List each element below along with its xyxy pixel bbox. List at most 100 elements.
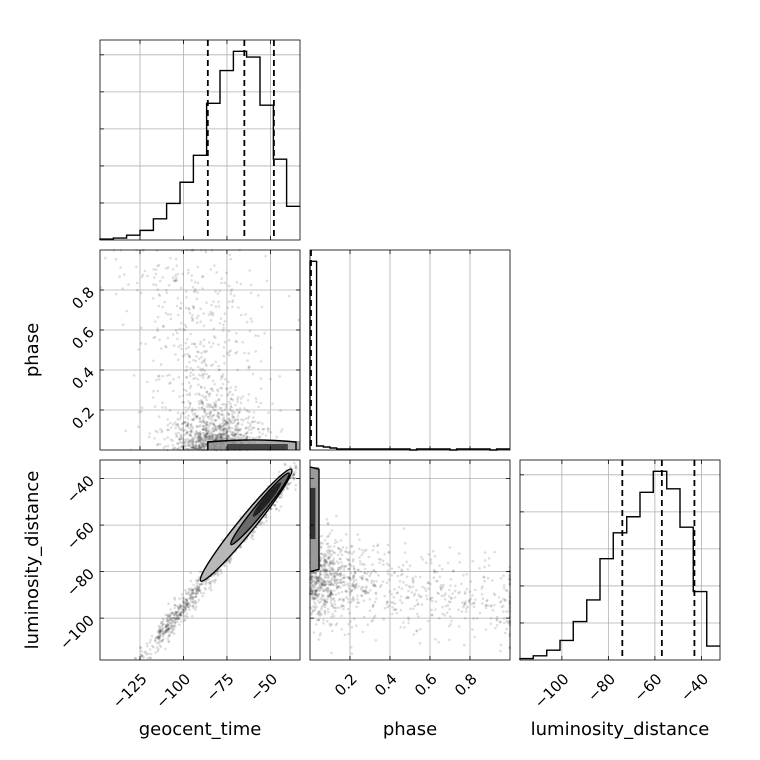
scatter-point xyxy=(162,637,165,641)
scatter-point xyxy=(309,607,313,610)
scatter-point xyxy=(480,586,484,590)
scatter-point xyxy=(194,586,197,590)
scatter-point xyxy=(309,589,313,592)
scatter-point xyxy=(314,581,317,584)
scatter-point xyxy=(209,436,212,440)
scatter-point xyxy=(426,581,430,584)
scatter-point xyxy=(181,382,184,386)
scatter-point xyxy=(505,619,509,623)
scatter-point xyxy=(191,589,194,592)
y-tick-label: 0.8 xyxy=(68,283,98,313)
scatter-point xyxy=(208,581,212,584)
scatter-point xyxy=(197,588,201,591)
scatter-point xyxy=(346,567,350,571)
scatter-point xyxy=(347,559,351,562)
scatter-point xyxy=(157,293,161,296)
scatter-point xyxy=(443,613,447,617)
scatter-point xyxy=(162,325,165,328)
scatter-point xyxy=(203,437,207,441)
scatter-point xyxy=(181,422,184,426)
scatter-point xyxy=(186,423,190,427)
scatter-point xyxy=(183,600,186,604)
scatter-point xyxy=(377,557,381,561)
scatter-point xyxy=(371,604,375,607)
scatter-point xyxy=(323,583,327,586)
scatter-point xyxy=(330,561,334,565)
scatter-point xyxy=(316,587,320,590)
scatter-point xyxy=(212,408,216,412)
scatter-point xyxy=(324,600,327,603)
scatter-point xyxy=(158,637,161,641)
scatter-point xyxy=(220,436,223,440)
scatter-point xyxy=(312,575,316,578)
scatter-point xyxy=(176,442,180,446)
scatter-point xyxy=(323,584,327,587)
scatter-point xyxy=(218,432,222,436)
scatter-point xyxy=(179,611,182,615)
scatter-point xyxy=(183,420,186,424)
scatter-point xyxy=(174,611,177,615)
scatter-point xyxy=(164,628,168,632)
scatter-point xyxy=(239,427,243,431)
scatter-point xyxy=(216,388,219,391)
scatter-point xyxy=(317,611,321,614)
scatter-point xyxy=(221,431,224,435)
scatter-point xyxy=(222,323,225,327)
scatter-point xyxy=(463,602,467,605)
scatter-point xyxy=(211,432,215,436)
scatter-point xyxy=(489,622,493,625)
scatter-point xyxy=(139,326,143,330)
scatter-point xyxy=(236,398,239,401)
scatter-point xyxy=(226,434,230,438)
scatter-point xyxy=(179,605,183,609)
scatter-point xyxy=(194,287,197,291)
scatter-point xyxy=(411,581,415,584)
scatter-point xyxy=(471,559,475,563)
scatter-point xyxy=(415,589,418,592)
scatter-point xyxy=(198,357,201,361)
scatter-point xyxy=(280,493,284,496)
scatter-point xyxy=(350,646,353,649)
scatter-point xyxy=(337,566,341,570)
scatter-point xyxy=(164,445,167,448)
scatter-point xyxy=(228,426,231,429)
scatter-point xyxy=(448,607,451,611)
scatter-point xyxy=(239,545,243,548)
scatter-point xyxy=(210,434,214,438)
scatter-point xyxy=(175,264,178,268)
scatter-point xyxy=(353,617,356,620)
scatter-point xyxy=(325,572,329,576)
scatter-point xyxy=(230,431,233,434)
scatter-point xyxy=(329,591,333,595)
scatter-point xyxy=(189,332,192,336)
scatter-point xyxy=(286,487,289,490)
scatter-point xyxy=(198,420,201,424)
scatter-point xyxy=(166,628,169,632)
scatter-point xyxy=(335,560,339,563)
scatter-point xyxy=(223,281,227,285)
scatter-point xyxy=(170,630,173,634)
scatter-point xyxy=(137,411,141,414)
scatter-point xyxy=(212,434,216,437)
scatter-point xyxy=(248,410,251,414)
scatter-point xyxy=(330,604,334,608)
scatter-point xyxy=(205,439,208,442)
scatter-point xyxy=(214,427,218,431)
scatter-point xyxy=(332,597,336,600)
scatter-point xyxy=(178,327,181,331)
scatter-point xyxy=(202,439,205,443)
scatter-point xyxy=(141,273,145,277)
scatter-point xyxy=(200,401,204,404)
scatter-point xyxy=(227,417,231,420)
scatter-point xyxy=(237,421,240,425)
scatter-point xyxy=(329,601,333,604)
scatter-point xyxy=(162,619,165,622)
scatter-point xyxy=(212,574,215,577)
scatter-point xyxy=(360,594,364,598)
scatter-point xyxy=(395,611,399,615)
gridlines xyxy=(100,250,300,450)
scatter-point xyxy=(148,641,152,644)
scatter-point xyxy=(232,434,235,437)
scatter-point xyxy=(345,557,349,561)
scatter-point xyxy=(227,413,231,417)
